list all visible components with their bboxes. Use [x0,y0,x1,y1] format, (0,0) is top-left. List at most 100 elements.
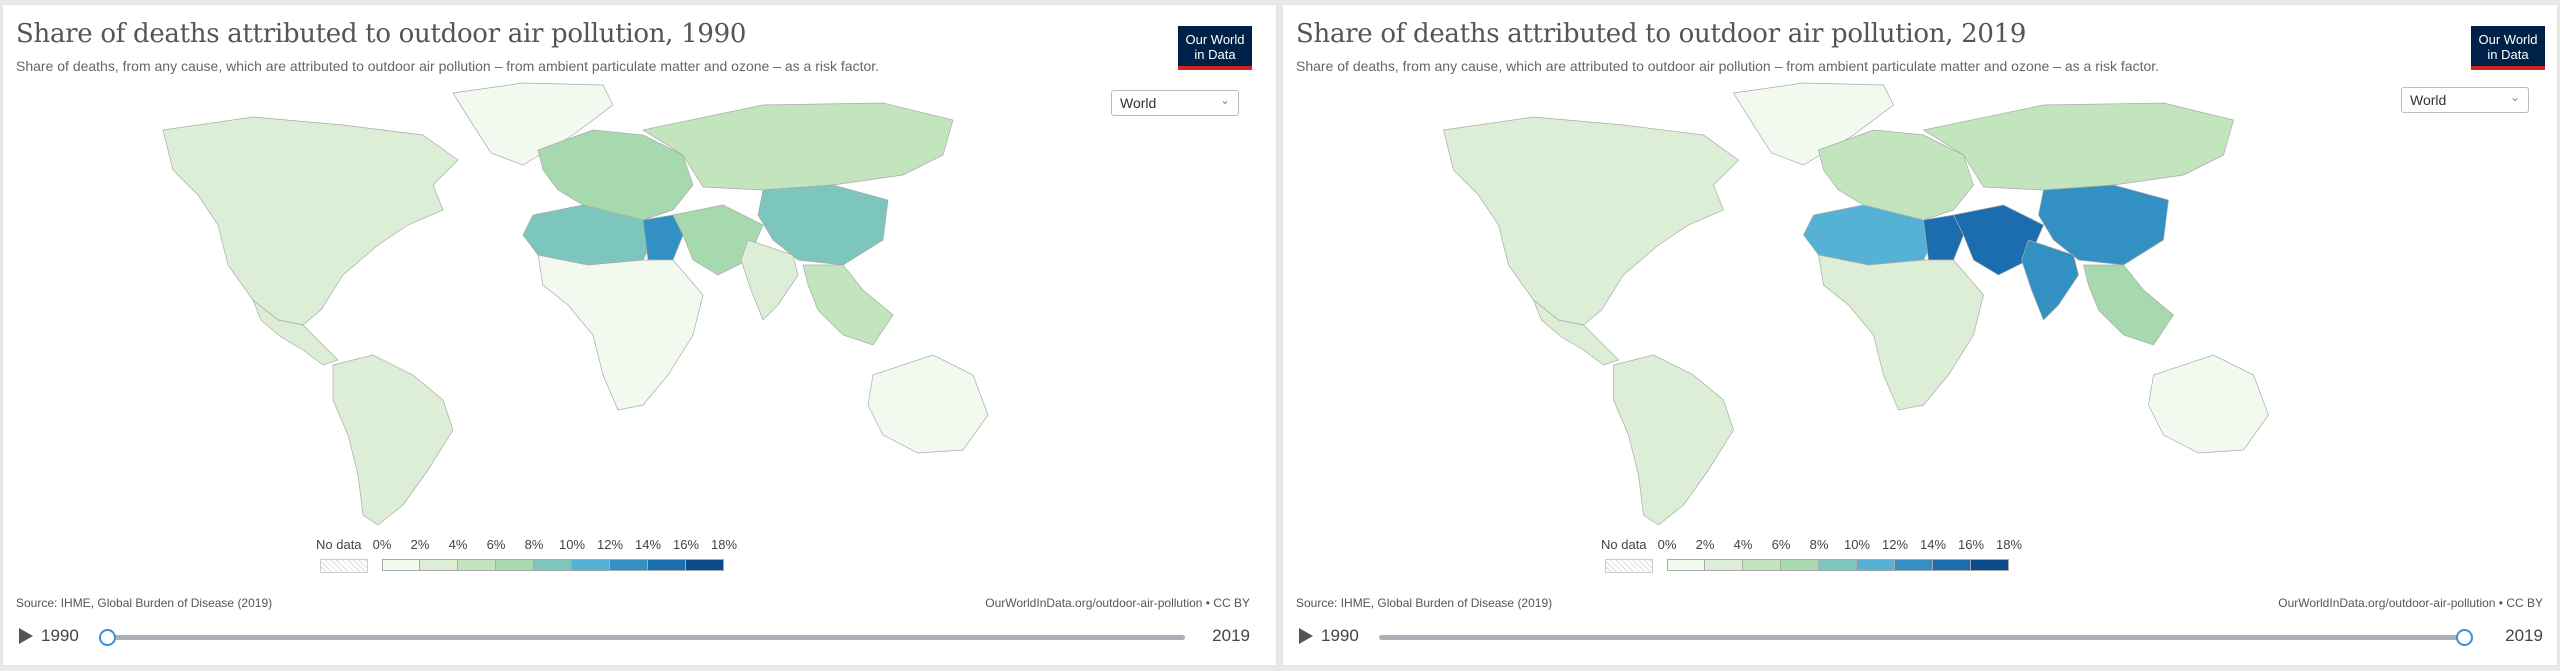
legend-tick-label: 14% [634,537,662,552]
chart-title: Share of deaths attributed to outdoor ai… [1296,19,2027,49]
timeline-end-year: 2019 [1212,626,1250,645]
source-url-link[interactable]: OurWorldInData.org/outdoor-air-pollution… [2278,596,2543,610]
logo-line-1: Our World [2478,32,2538,47]
timeline-handle[interactable] [99,629,116,646]
world-map [162,82,989,525]
timeline-track[interactable] [1379,629,2473,646]
legend-tick-label: 10% [558,537,586,552]
region-select-value: World [2410,92,2447,108]
legend-tick-label: 2% [410,537,430,552]
region-europe[interactable] [537,129,694,221]
owid-logo[interactable]: Our World in Data [2471,26,2545,70]
legend-tick-label: 12% [596,537,624,552]
timeline-start-year: 1990 [1321,626,1359,645]
legend-tick-label: 8% [1809,537,1829,552]
no-data-swatch[interactable] [1605,559,1653,573]
region-select-value: World [1120,95,1157,111]
logo-line-1: Our World [1185,32,1245,47]
legend-tick-label: 14% [1919,537,1947,552]
legend-tick-label: 10% [1843,537,1871,552]
legend-bin[interactable] [458,559,496,571]
legend-bin[interactable] [420,559,458,571]
legend-bin[interactable] [1667,559,1705,571]
region-south-america[interactable] [332,354,454,525]
region-africa[interactable] [537,254,704,411]
play-icon[interactable] [19,628,33,644]
legend-bin[interactable] [1933,559,1971,571]
region-greenland[interactable] [452,82,614,166]
region-africa[interactable] [1818,254,1984,411]
chart-subtitle: Share of deaths, from any cause, which a… [16,58,880,74]
legend-tick-label: 16% [672,537,700,552]
legend-bin[interactable] [1895,559,1933,571]
region-egypt[interactable] [642,214,684,261]
region-australia[interactable] [2148,354,2269,454]
legend-bin[interactable] [1705,559,1743,571]
timeline: 1990 2019 [3,619,1276,649]
legend-tick-label: 4% [1733,537,1753,552]
legend-bin[interactable] [1743,559,1781,571]
legend-bin[interactable] [1971,559,2009,571]
region-central-america[interactable] [1532,298,1620,366]
region-north-america[interactable] [162,116,459,326]
logo-line-2: in Data [2487,47,2529,62]
legend-tick-label: 6% [486,537,506,552]
legend-tick-label: 0% [372,537,392,552]
source-note: Source: IHME, Global Burden of Disease (… [16,596,273,610]
chart-subtitle: Share of deaths, from any cause, which a… [1296,58,2160,74]
legend-bin[interactable] [648,559,686,571]
region-middle-east[interactable] [1952,204,2044,276]
play-icon[interactable] [1299,628,1313,644]
no-data-label: No data [316,537,362,552]
chart-title: Share of deaths attributed to outdoor ai… [16,19,747,49]
world-map [1443,82,2269,525]
region-russia[interactable] [1922,102,2234,191]
no-data-swatch[interactable] [320,559,368,573]
legend-tick-label: 4% [448,537,468,552]
region-central-america[interactable] [252,298,339,366]
legend-tick-label: 18% [1995,537,2023,552]
owid-logo[interactable]: Our World in Data [1178,26,1252,70]
legend-tick-label: 2% [1695,537,1715,552]
legend-tick-label: 0% [1657,537,1677,552]
chevron-down-icon: ⌄ [1219,93,1230,107]
legend-bin[interactable] [1857,559,1895,571]
timeline: 1990 2019 [1283,619,2557,649]
legend-bin[interactable] [382,559,420,571]
region-russia[interactable] [642,102,954,191]
no-data-label: No data [1601,537,1647,552]
legend-bin[interactable] [686,559,724,571]
legend-bin[interactable] [496,559,534,571]
chart-panel-2019: Share of deaths attributed to outdoor ai… [1282,4,2558,666]
legend-bin[interactable] [534,559,572,571]
source-note: Source: IHME, Global Burden of Disease (… [1296,596,1553,610]
timeline-handle[interactable] [2456,629,2473,646]
region-egypt[interactable] [1923,214,1964,261]
region-india[interactable] [2021,239,2079,321]
region-south-america[interactable] [1613,354,1734,525]
chevron-down-icon: ⌄ [2509,90,2520,104]
legend-bin[interactable] [1781,559,1819,571]
legend-bin[interactable] [1819,559,1857,571]
legend-tick-label: 16% [1957,537,1985,552]
legend-bin[interactable] [572,559,610,571]
timeline-track[interactable] [99,629,1185,646]
legend-tick-label: 12% [1881,537,1909,552]
region-australia[interactable] [867,354,989,454]
legend-bin[interactable] [610,559,648,571]
logo-line-2: in Data [1194,47,1236,62]
region-southeast-asia[interactable] [802,264,894,346]
region-greenland[interactable] [1732,82,1894,166]
chart-panel-1990: Share of deaths attributed to outdoor ai… [2,4,1277,666]
legend-tick-label: 18% [710,537,738,552]
region-select[interactable]: World ⌄ [1111,90,1239,116]
region-select[interactable]: World ⌄ [2401,87,2529,113]
region-india[interactable] [740,239,799,321]
region-europe[interactable] [1818,129,1974,221]
region-southeast-asia[interactable] [2083,264,2174,346]
region-middle-east[interactable] [672,204,764,276]
timeline-end-year: 2019 [2505,626,2543,645]
region-north-america[interactable] [1443,116,1740,326]
legend-tick-label: 6% [1771,537,1791,552]
source-url-link[interactable]: OurWorldInData.org/outdoor-air-pollution… [985,596,1250,610]
